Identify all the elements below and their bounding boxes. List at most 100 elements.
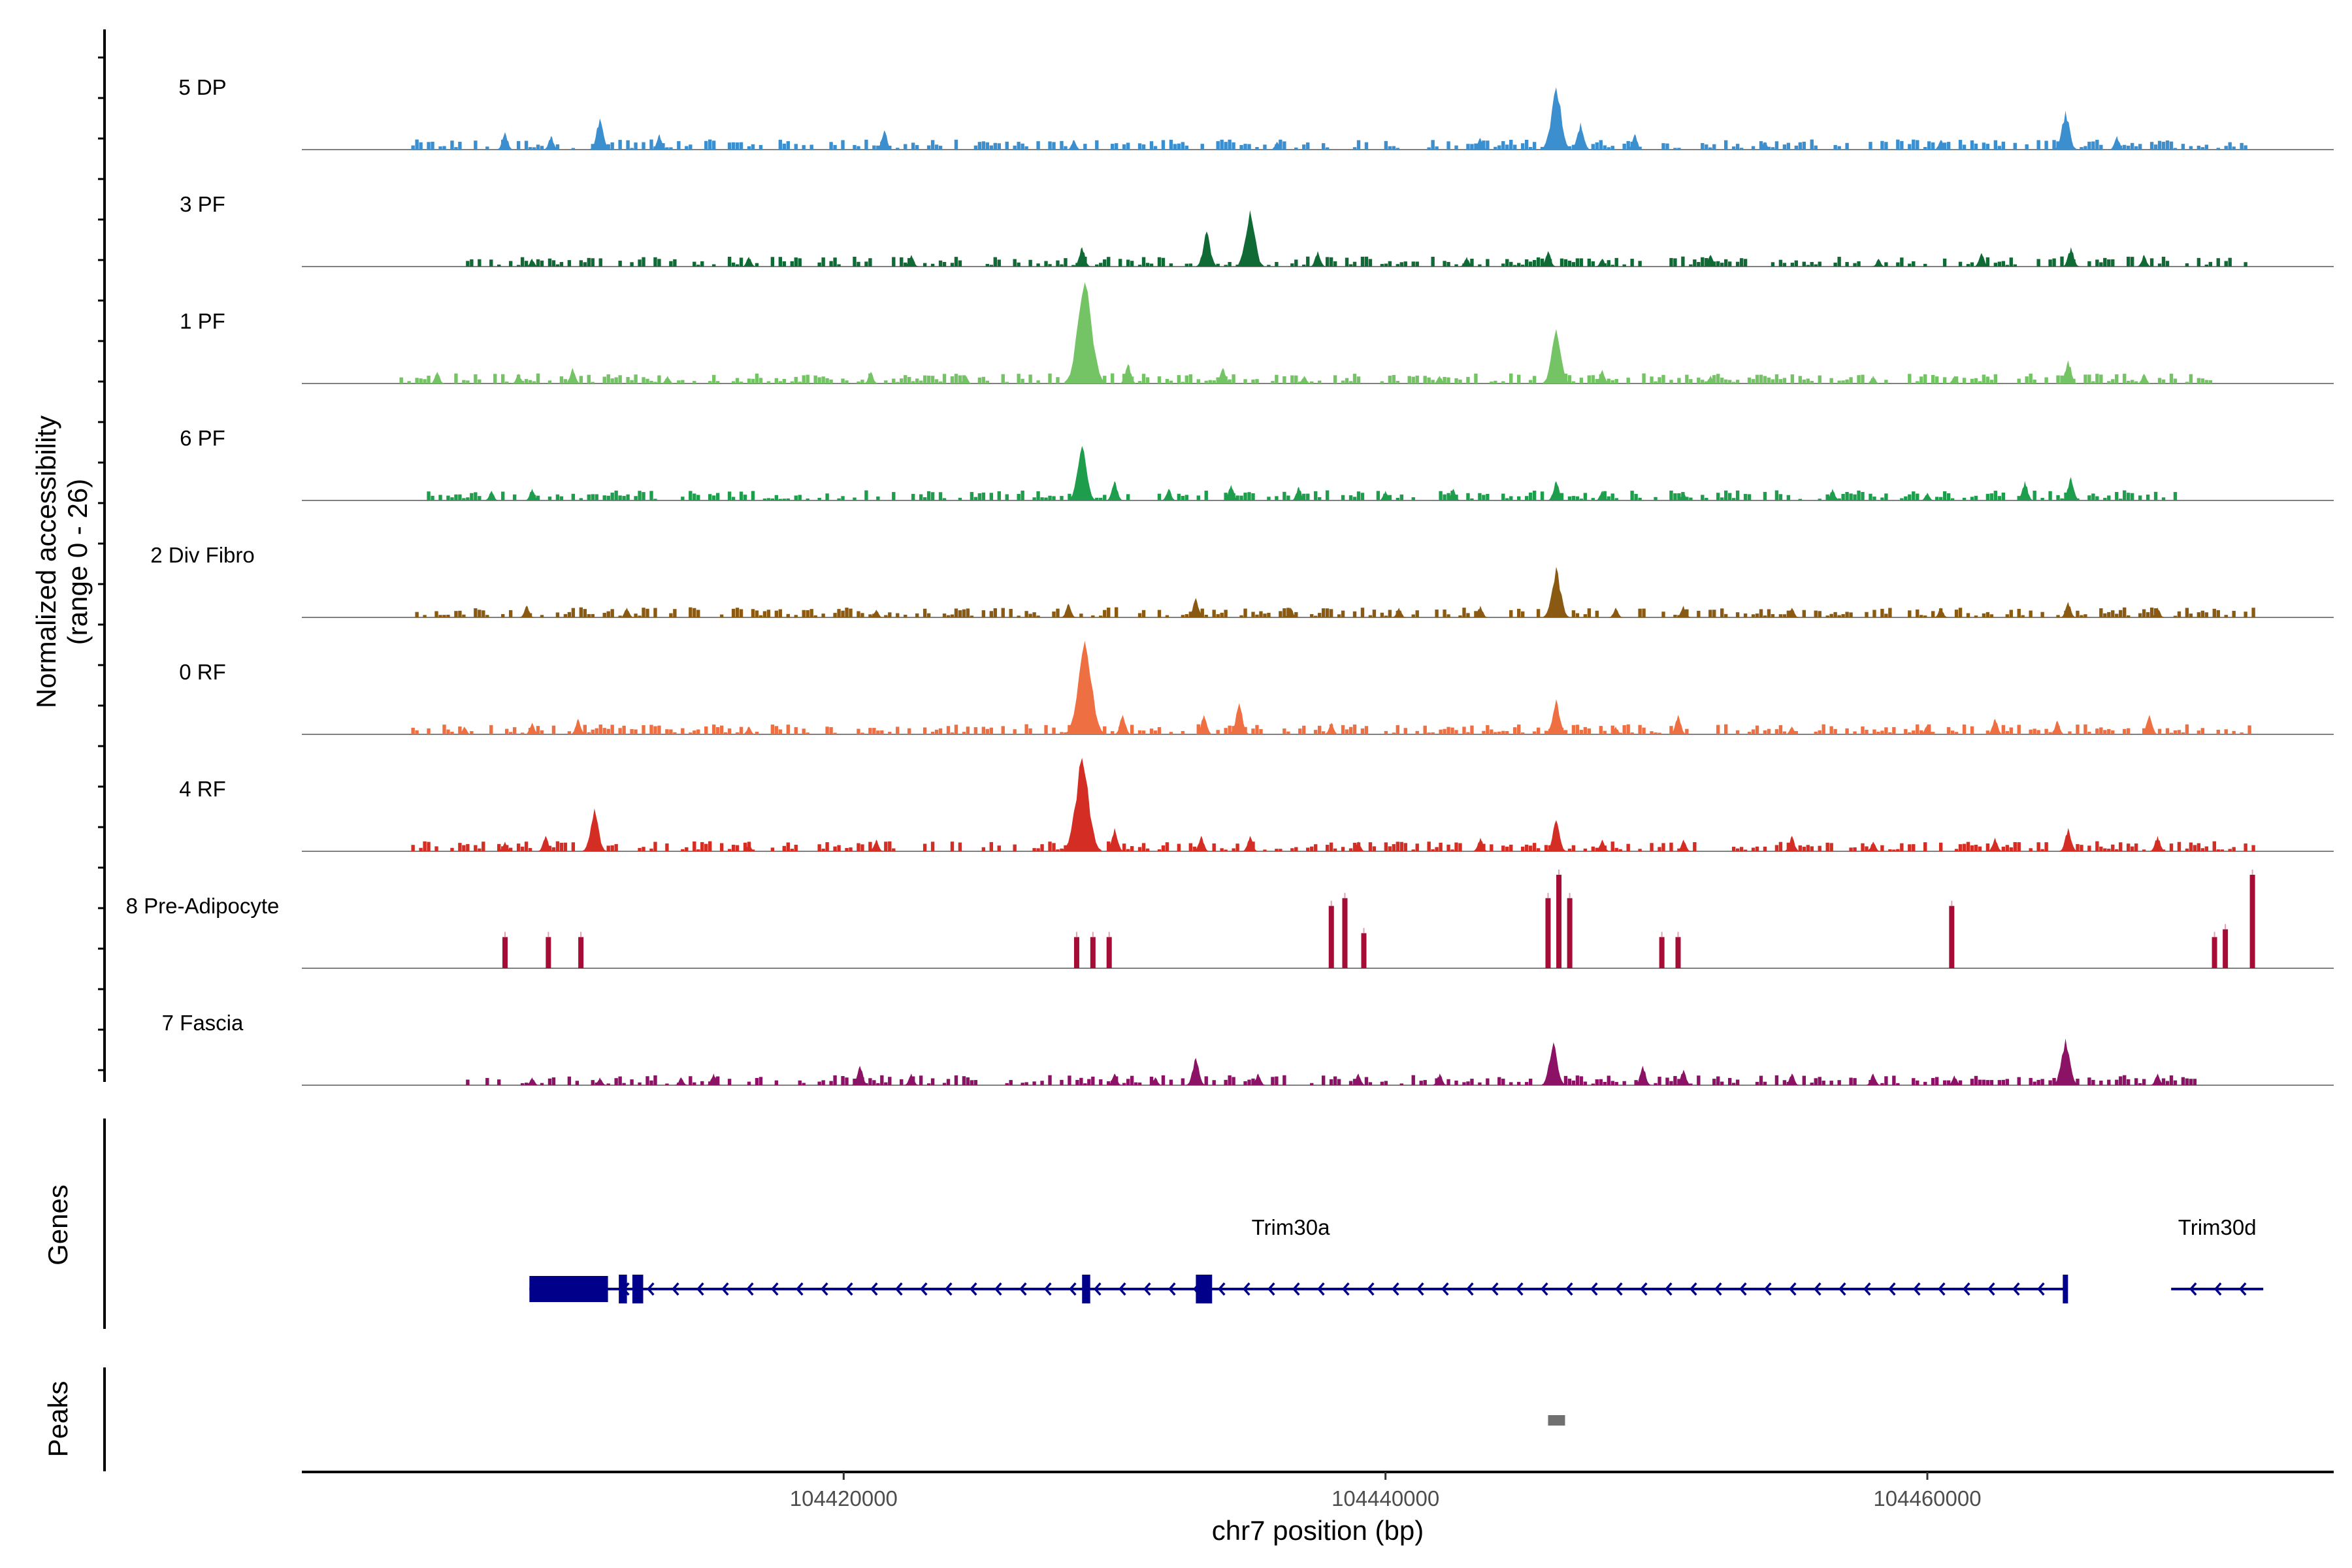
signal-bin bbox=[1251, 493, 1255, 500]
signal-bin bbox=[606, 374, 610, 384]
signal-bin bbox=[567, 1076, 572, 1085]
signal-bin bbox=[798, 382, 802, 384]
signal-bin bbox=[841, 496, 845, 500]
signal-bin bbox=[930, 263, 935, 267]
signal-bin bbox=[1263, 613, 1267, 617]
signal-bin bbox=[2005, 614, 2009, 617]
signal-bin bbox=[689, 607, 693, 617]
signal-bin bbox=[1431, 257, 1435, 267]
signal-bin bbox=[618, 495, 622, 500]
signal-bin bbox=[1837, 498, 1841, 500]
signal-bin bbox=[1521, 732, 1525, 734]
signal-bin bbox=[884, 380, 888, 384]
signal-bin bbox=[1302, 725, 1306, 734]
signal-bin bbox=[1954, 732, 1959, 734]
signal-bin bbox=[970, 492, 974, 500]
signal-bin bbox=[833, 613, 837, 617]
peak-mark bbox=[1284, 608, 1298, 617]
signal-bin bbox=[747, 146, 751, 150]
signal-bin bbox=[1845, 262, 1849, 267]
signal-bin bbox=[520, 846, 525, 851]
signal-bin bbox=[1575, 725, 1580, 734]
signal-bin bbox=[1450, 727, 1454, 734]
signal-bin bbox=[1845, 612, 1849, 617]
signal-bin bbox=[806, 374, 809, 384]
signal-bin bbox=[2017, 608, 2021, 617]
signal-bin bbox=[1513, 265, 1517, 267]
signal-bin bbox=[1396, 725, 1399, 734]
signal-bin bbox=[1255, 379, 1259, 384]
signal-bin bbox=[973, 1080, 978, 1085]
signal-bin bbox=[2095, 259, 2099, 267]
signal-bin bbox=[1767, 609, 1771, 617]
signal-bin bbox=[2099, 1080, 2103, 1085]
signal-bin bbox=[1091, 615, 1095, 617]
signal-bin bbox=[642, 608, 645, 617]
signal-bin bbox=[1251, 379, 1255, 384]
signal-bin bbox=[1794, 731, 1799, 734]
peak-mark bbox=[1677, 493, 1690, 500]
signal-bin bbox=[802, 728, 806, 734]
signal-bin bbox=[2115, 613, 2119, 617]
track-4-rf: 4 RF bbox=[179, 757, 2334, 852]
peak-mark bbox=[1068, 446, 1096, 500]
signal-bin bbox=[1392, 732, 1396, 734]
signal-bin bbox=[1958, 608, 1963, 617]
signal-bin bbox=[2083, 614, 2087, 617]
peak-mark bbox=[1196, 231, 1218, 267]
signal-bin bbox=[1532, 731, 1537, 734]
peak-mark bbox=[1215, 368, 1231, 384]
signal-bin bbox=[587, 614, 591, 617]
peak-mark bbox=[582, 808, 606, 851]
signal-bin bbox=[2177, 841, 2181, 851]
peak-mark bbox=[525, 1077, 539, 1085]
signal-bin bbox=[1767, 728, 1771, 734]
signal-bin bbox=[1348, 495, 1353, 500]
peak-mark bbox=[1351, 1073, 1365, 1085]
signal-bin bbox=[1614, 498, 1618, 500]
signal-bin bbox=[704, 843, 708, 851]
signal-bin bbox=[1204, 1076, 1208, 1085]
signal-bin bbox=[1126, 849, 1130, 851]
signal-bin bbox=[1279, 139, 1282, 150]
signal-bin bbox=[1521, 611, 1525, 617]
peak-mark bbox=[1545, 699, 1567, 734]
signal-bin bbox=[2193, 845, 2197, 851]
signal-bin bbox=[689, 732, 693, 734]
signal-bin bbox=[2244, 145, 2247, 150]
peak-mark bbox=[1866, 1073, 1880, 1085]
signal-bin bbox=[755, 373, 759, 384]
strand-chevron bbox=[1366, 1282, 1375, 1296]
peak-mark bbox=[1236, 210, 1264, 267]
signal-bin bbox=[1985, 730, 1990, 734]
signal-bin bbox=[1818, 845, 1821, 851]
signal-bin bbox=[1267, 265, 1271, 267]
signal-bin bbox=[1720, 378, 1724, 384]
signal-bin bbox=[2244, 843, 2247, 851]
signal-bin bbox=[1763, 376, 1767, 384]
signal-bin bbox=[458, 494, 462, 500]
signal-bin bbox=[1916, 724, 1919, 734]
signal-bin bbox=[1255, 614, 1259, 617]
signal-bin bbox=[2127, 145, 2131, 150]
signal-bin bbox=[1735, 380, 1740, 384]
signal-bin bbox=[657, 725, 661, 734]
signal-bin bbox=[1501, 1079, 1505, 1085]
signal-bin bbox=[1912, 730, 1916, 734]
signal-bin bbox=[802, 610, 806, 617]
signal-bin bbox=[1962, 378, 1967, 384]
strand-chevron bbox=[1143, 1282, 1151, 1296]
signal-bin bbox=[1107, 841, 1111, 851]
signal-bin bbox=[715, 727, 720, 734]
peak-mark bbox=[2110, 136, 2125, 150]
signal-bin bbox=[2040, 849, 2044, 851]
signal-bin bbox=[1841, 613, 1845, 617]
signal-bin bbox=[1833, 144, 1837, 150]
signal-bin bbox=[1982, 142, 1986, 150]
signal-bin bbox=[1446, 261, 1450, 267]
signal-bin bbox=[1235, 843, 1239, 851]
signal-bin bbox=[1735, 490, 1740, 500]
signal-bin bbox=[555, 494, 560, 500]
signal-bin bbox=[696, 729, 700, 734]
signal-bin bbox=[501, 374, 505, 384]
